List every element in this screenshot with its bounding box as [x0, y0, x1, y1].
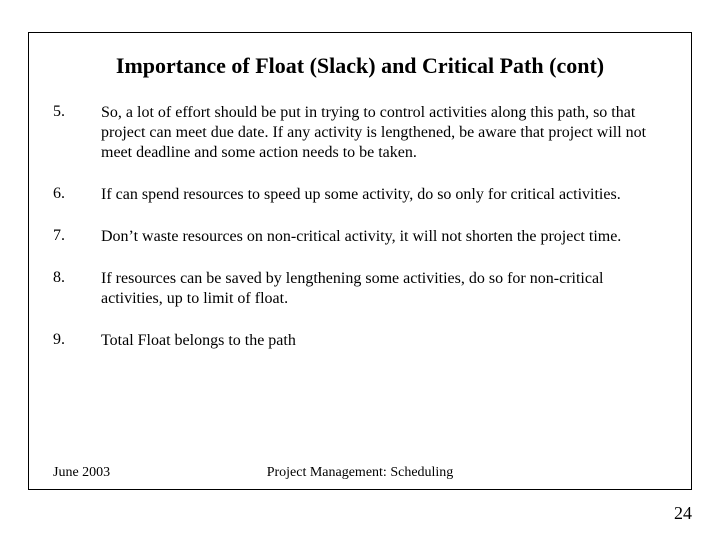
slide-title: Importance of Float (Slack) and Critical… [53, 53, 667, 79]
slide-footer: June 2003 Project Management: Scheduling [53, 465, 667, 481]
list-item: 8. If resources can be saved by lengthen… [53, 269, 667, 309]
slide-frame: Importance of Float (Slack) and Critical… [28, 32, 692, 490]
item-text: Don’t waste resources on non-critical ac… [101, 227, 621, 247]
footer-center: Project Management: Scheduling [267, 465, 454, 481]
item-number: 9. [53, 331, 101, 349]
item-text: Total Float belongs to the path [101, 331, 296, 351]
item-list: 5. So, a lot of effort should be put in … [53, 103, 667, 351]
list-item: 6. If can spend resources to speed up so… [53, 185, 667, 205]
item-number: 6. [53, 185, 101, 203]
list-item: 9. Total Float belongs to the path [53, 331, 667, 351]
footer-left: June 2003 [53, 465, 110, 481]
item-text: So, a lot of effort should be put in try… [101, 103, 667, 163]
item-number: 8. [53, 269, 101, 287]
item-text: If resources can be saved by lengthening… [101, 269, 667, 309]
list-item: 7. Don’t waste resources on non-critical… [53, 227, 667, 247]
item-number: 5. [53, 103, 101, 121]
item-text: If can spend resources to speed up some … [101, 185, 621, 205]
page-number: 24 [674, 503, 692, 524]
list-item: 5. So, a lot of effort should be put in … [53, 103, 667, 163]
item-number: 7. [53, 227, 101, 245]
